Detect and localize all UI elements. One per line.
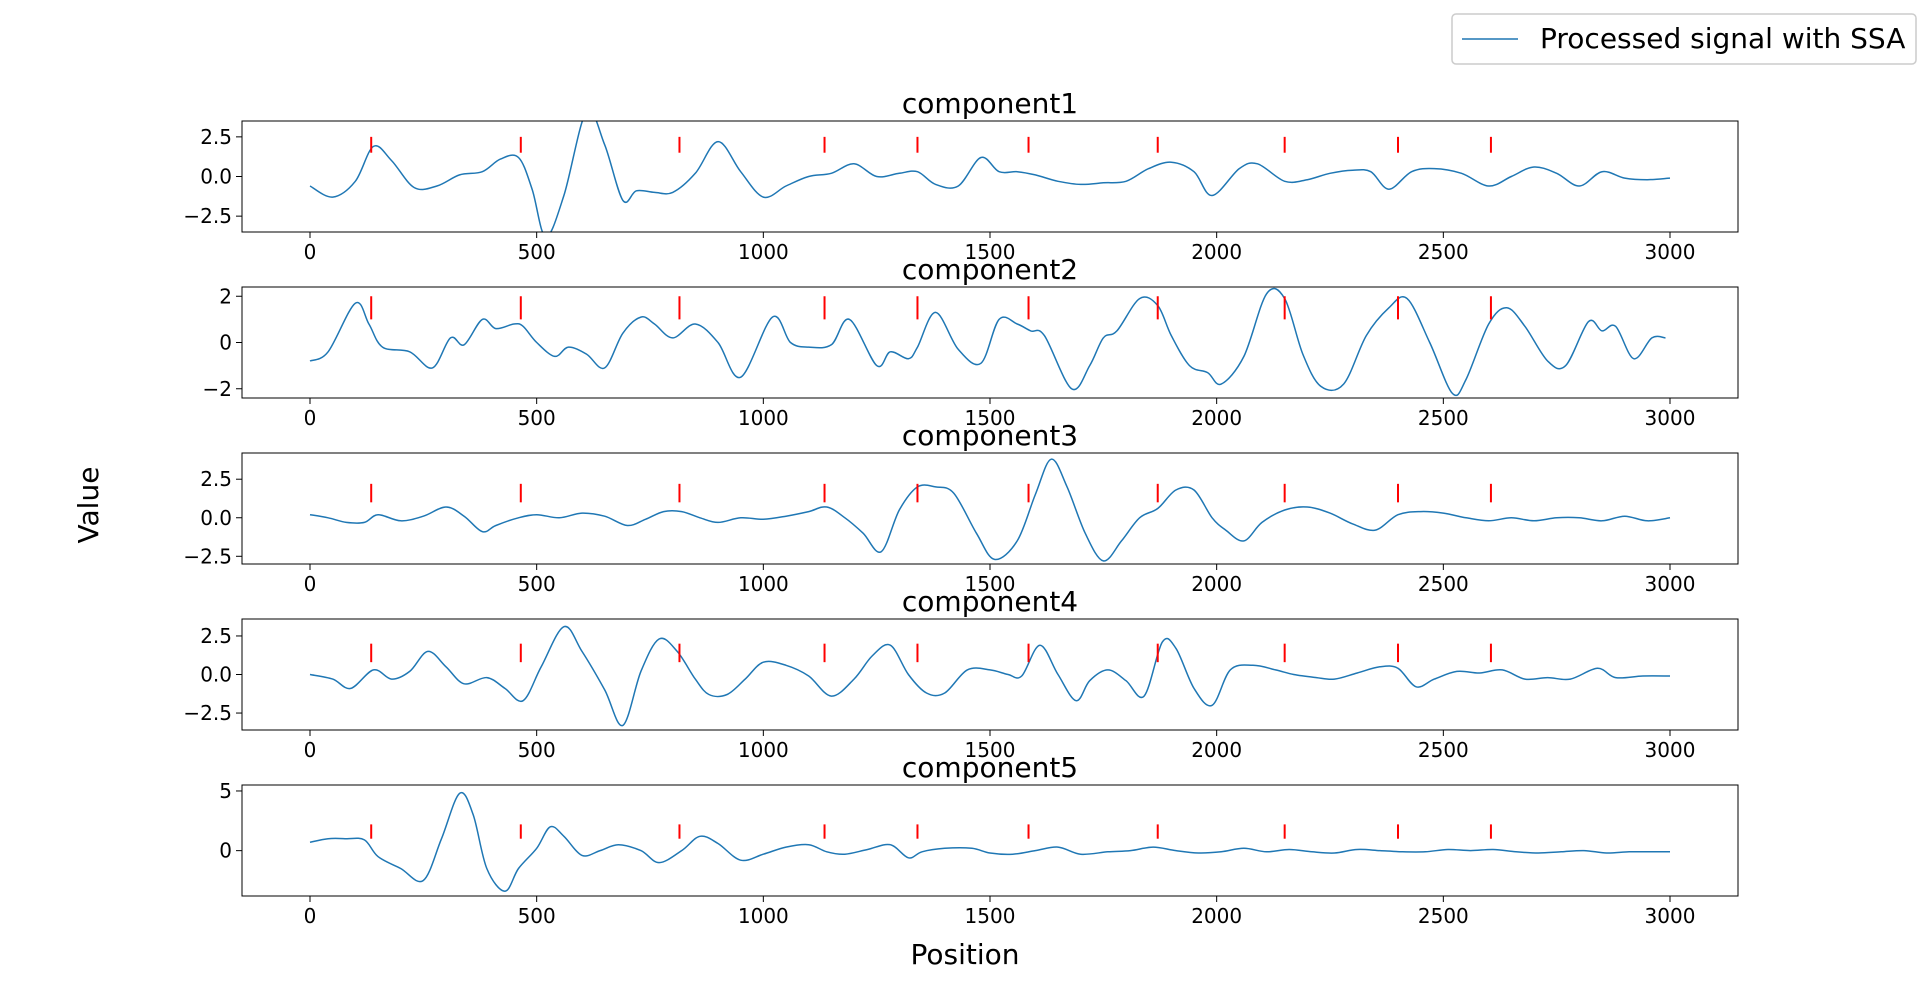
- series-line: [309, 287, 1666, 397]
- legend: Processed signal with SSA: [1451, 13, 1917, 65]
- y-tick-label: 0.0: [200, 663, 232, 687]
- panel-component1: component1 0 500 1000 1500 2000 2500 3000 2.5 0.0…: [183, 87, 1739, 264]
- x-tick-label: 1000: [738, 904, 789, 928]
- axes-frame: [241, 120, 1739, 233]
- x-tick-label: 1000: [738, 572, 789, 596]
- x-axis-label: Position: [910, 938, 1019, 971]
- y-tick-label: 2: [219, 284, 232, 308]
- series-line: [309, 121, 1671, 232]
- panel-component2: component2 0 500 1000 1500 2000 2500 3000 2 0 −2: [203, 253, 1739, 430]
- x-tick-label: 0: [304, 738, 317, 762]
- x-tick-label: 2000: [1191, 904, 1242, 928]
- panel-title: component2: [902, 253, 1078, 286]
- y-tick-label: 2.5: [200, 624, 232, 648]
- x-tick-label: 1000: [738, 406, 789, 430]
- x-tick-label: 3000: [1645, 406, 1696, 430]
- panel-title: component4: [902, 585, 1078, 618]
- series-line: [309, 625, 1671, 727]
- series-line: [309, 458, 1671, 562]
- x-tick-label: 500: [518, 738, 556, 762]
- legend-frame: [1451, 13, 1917, 65]
- x-tick-label: 2500: [1418, 738, 1469, 762]
- panel-title: component3: [902, 419, 1078, 452]
- x-tick-label: 1000: [738, 738, 789, 762]
- legend-label: Processed signal with SSA: [1540, 22, 1905, 55]
- x-tick-label: 500: [518, 904, 556, 928]
- x-tick-label: 1500: [965, 572, 1016, 596]
- panel-component5: component5 0 500 1000 1500 2000 2500 3000 5 0: [219, 751, 1739, 928]
- x-tick-label: 3000: [1645, 572, 1696, 596]
- y-tick-label: −2.5: [183, 544, 232, 568]
- x-tick-label: 1500: [965, 904, 1016, 928]
- x-tick-label: 2000: [1191, 240, 1242, 264]
- x-tick-label: 1500: [965, 240, 1016, 264]
- axes-frame: [241, 784, 1739, 897]
- x-tick-label: 2500: [1418, 240, 1469, 264]
- panel-component3: component3 0 500 1000 1500 2000 2500 3000 2.5 0.0…: [183, 419, 1739, 596]
- axes-frame: [241, 452, 1739, 565]
- y-tick-label: −2.5: [183, 204, 232, 228]
- x-tick-label: 3000: [1645, 738, 1696, 762]
- series-line: [309, 791, 1670, 892]
- y-tick-label: 0: [219, 331, 232, 355]
- y-tick-label: 0.0: [200, 506, 232, 530]
- y-tick-label: 2.5: [200, 467, 232, 491]
- x-tick-label: 1500: [965, 738, 1016, 762]
- x-tick-label: 0: [304, 904, 317, 928]
- x-tick-label: 1000: [738, 240, 789, 264]
- x-tick-label: 2500: [1418, 406, 1469, 430]
- x-tick-label: 0: [304, 406, 317, 430]
- x-tick-label: 2000: [1191, 572, 1242, 596]
- x-tick-label: 2000: [1191, 738, 1242, 762]
- y-tick-label: 2.5: [200, 125, 232, 149]
- y-tick-label: 0: [219, 839, 232, 863]
- x-tick-label: 1500: [965, 406, 1016, 430]
- panel-title: component5: [902, 751, 1078, 784]
- x-tick-label: 500: [518, 406, 556, 430]
- x-tick-label: 2500: [1418, 572, 1469, 596]
- y-tick-label: 5: [219, 779, 232, 803]
- y-tick-label: −2: [203, 377, 232, 401]
- panel-component4: component4 0 500 1000 1500 2000 2500 3000 2.5 0.0…: [183, 585, 1739, 762]
- y-axis-label: Value: [72, 467, 105, 544]
- x-tick-label: 3000: [1645, 904, 1696, 928]
- x-tick-label: 2500: [1418, 904, 1469, 928]
- y-tick-label: −2.5: [183, 701, 232, 725]
- x-tick-label: 0: [304, 240, 317, 264]
- x-tick-label: 0: [304, 572, 317, 596]
- x-tick-label: 2000: [1191, 406, 1242, 430]
- x-tick-label: 500: [518, 240, 556, 264]
- panel-title: component1: [902, 87, 1078, 120]
- y-tick-label: 0.0: [200, 165, 232, 189]
- x-tick-label: 3000: [1645, 240, 1696, 264]
- x-tick-label: 500: [518, 572, 556, 596]
